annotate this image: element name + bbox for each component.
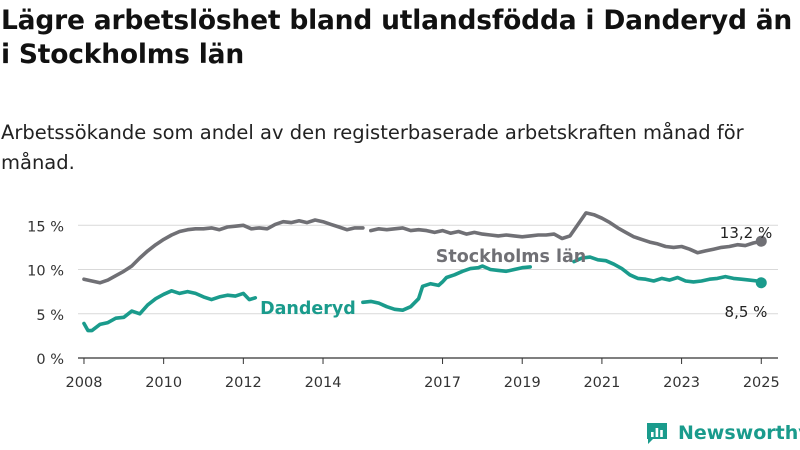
newsworthy-chart-icon bbox=[647, 423, 667, 444]
y-tick-label: 5 % bbox=[36, 308, 64, 324]
newsworthy-logo: Newsworthy bbox=[644, 419, 800, 447]
series-line-danderyd bbox=[82, 289, 258, 333]
chart-subtitle: Arbetssökande som andel av den registerb… bbox=[1, 121, 744, 174]
y-tick-label: 10 % bbox=[27, 264, 64, 280]
series-line-danderyd bbox=[572, 255, 764, 285]
x-tick-label: 2010 bbox=[145, 375, 182, 391]
x-tick-label: 2025 bbox=[743, 375, 780, 391]
series-line-stockholms-lan bbox=[369, 211, 764, 255]
x-tick-label: 2023 bbox=[663, 375, 700, 391]
y-tick-label: 15 % bbox=[27, 219, 64, 235]
end-value-stockholms-lan: 13,2 % bbox=[720, 224, 772, 242]
y-tick-label: 0 % bbox=[36, 352, 64, 368]
x-tick-label: 2012 bbox=[225, 375, 262, 391]
brand-name: Newsworthy bbox=[678, 422, 800, 444]
series-label-stockholms-lan: Stockholms län bbox=[436, 247, 587, 267]
x-tick-label: 2019 bbox=[504, 375, 541, 391]
end-point-danderyd bbox=[755, 277, 767, 289]
x-tick-label: 2017 bbox=[424, 375, 461, 391]
series-line-danderyd bbox=[361, 264, 532, 312]
x-tick-label: 2014 bbox=[305, 375, 342, 391]
series-label-danderyd: Danderyd bbox=[260, 299, 356, 319]
chart-title: Lägre arbetslöshet bland utlandsfödda i … bbox=[1, 5, 793, 70]
end-point-stockholms-lan bbox=[755, 235, 767, 247]
x-tick-label: 2021 bbox=[583, 375, 620, 391]
x-tick-label: 2008 bbox=[66, 375, 103, 391]
end-value-danderyd: 8,5 % bbox=[725, 303, 768, 321]
series-line-stockholms-lan bbox=[82, 218, 365, 285]
